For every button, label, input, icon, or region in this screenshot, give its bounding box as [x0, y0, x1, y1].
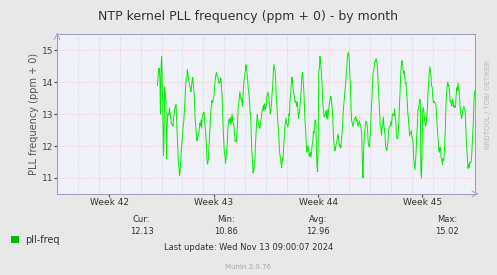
Text: 12.96: 12.96	[306, 227, 330, 236]
Text: RRDTOOL / TOBI OETIKER: RRDTOOL / TOBI OETIKER	[485, 60, 491, 149]
Text: 12.13: 12.13	[130, 227, 154, 236]
Text: Last update: Wed Nov 13 09:00:07 2024: Last update: Wed Nov 13 09:00:07 2024	[164, 243, 333, 252]
Text: 10.86: 10.86	[214, 227, 238, 236]
Text: Max:: Max:	[437, 215, 457, 224]
Text: Munin 2.0.76: Munin 2.0.76	[226, 264, 271, 270]
Text: pll-freq: pll-freq	[25, 235, 59, 244]
Y-axis label: PLL frequency (ppm + 0): PLL frequency (ppm + 0)	[29, 53, 39, 175]
Text: 15.02: 15.02	[435, 227, 459, 236]
Text: NTP kernel PLL frequency (ppm + 0) - by month: NTP kernel PLL frequency (ppm + 0) - by …	[98, 10, 399, 23]
Text: Avg:: Avg:	[309, 215, 327, 224]
Text: Cur:: Cur:	[133, 215, 150, 224]
Text: Min:: Min:	[217, 215, 235, 224]
